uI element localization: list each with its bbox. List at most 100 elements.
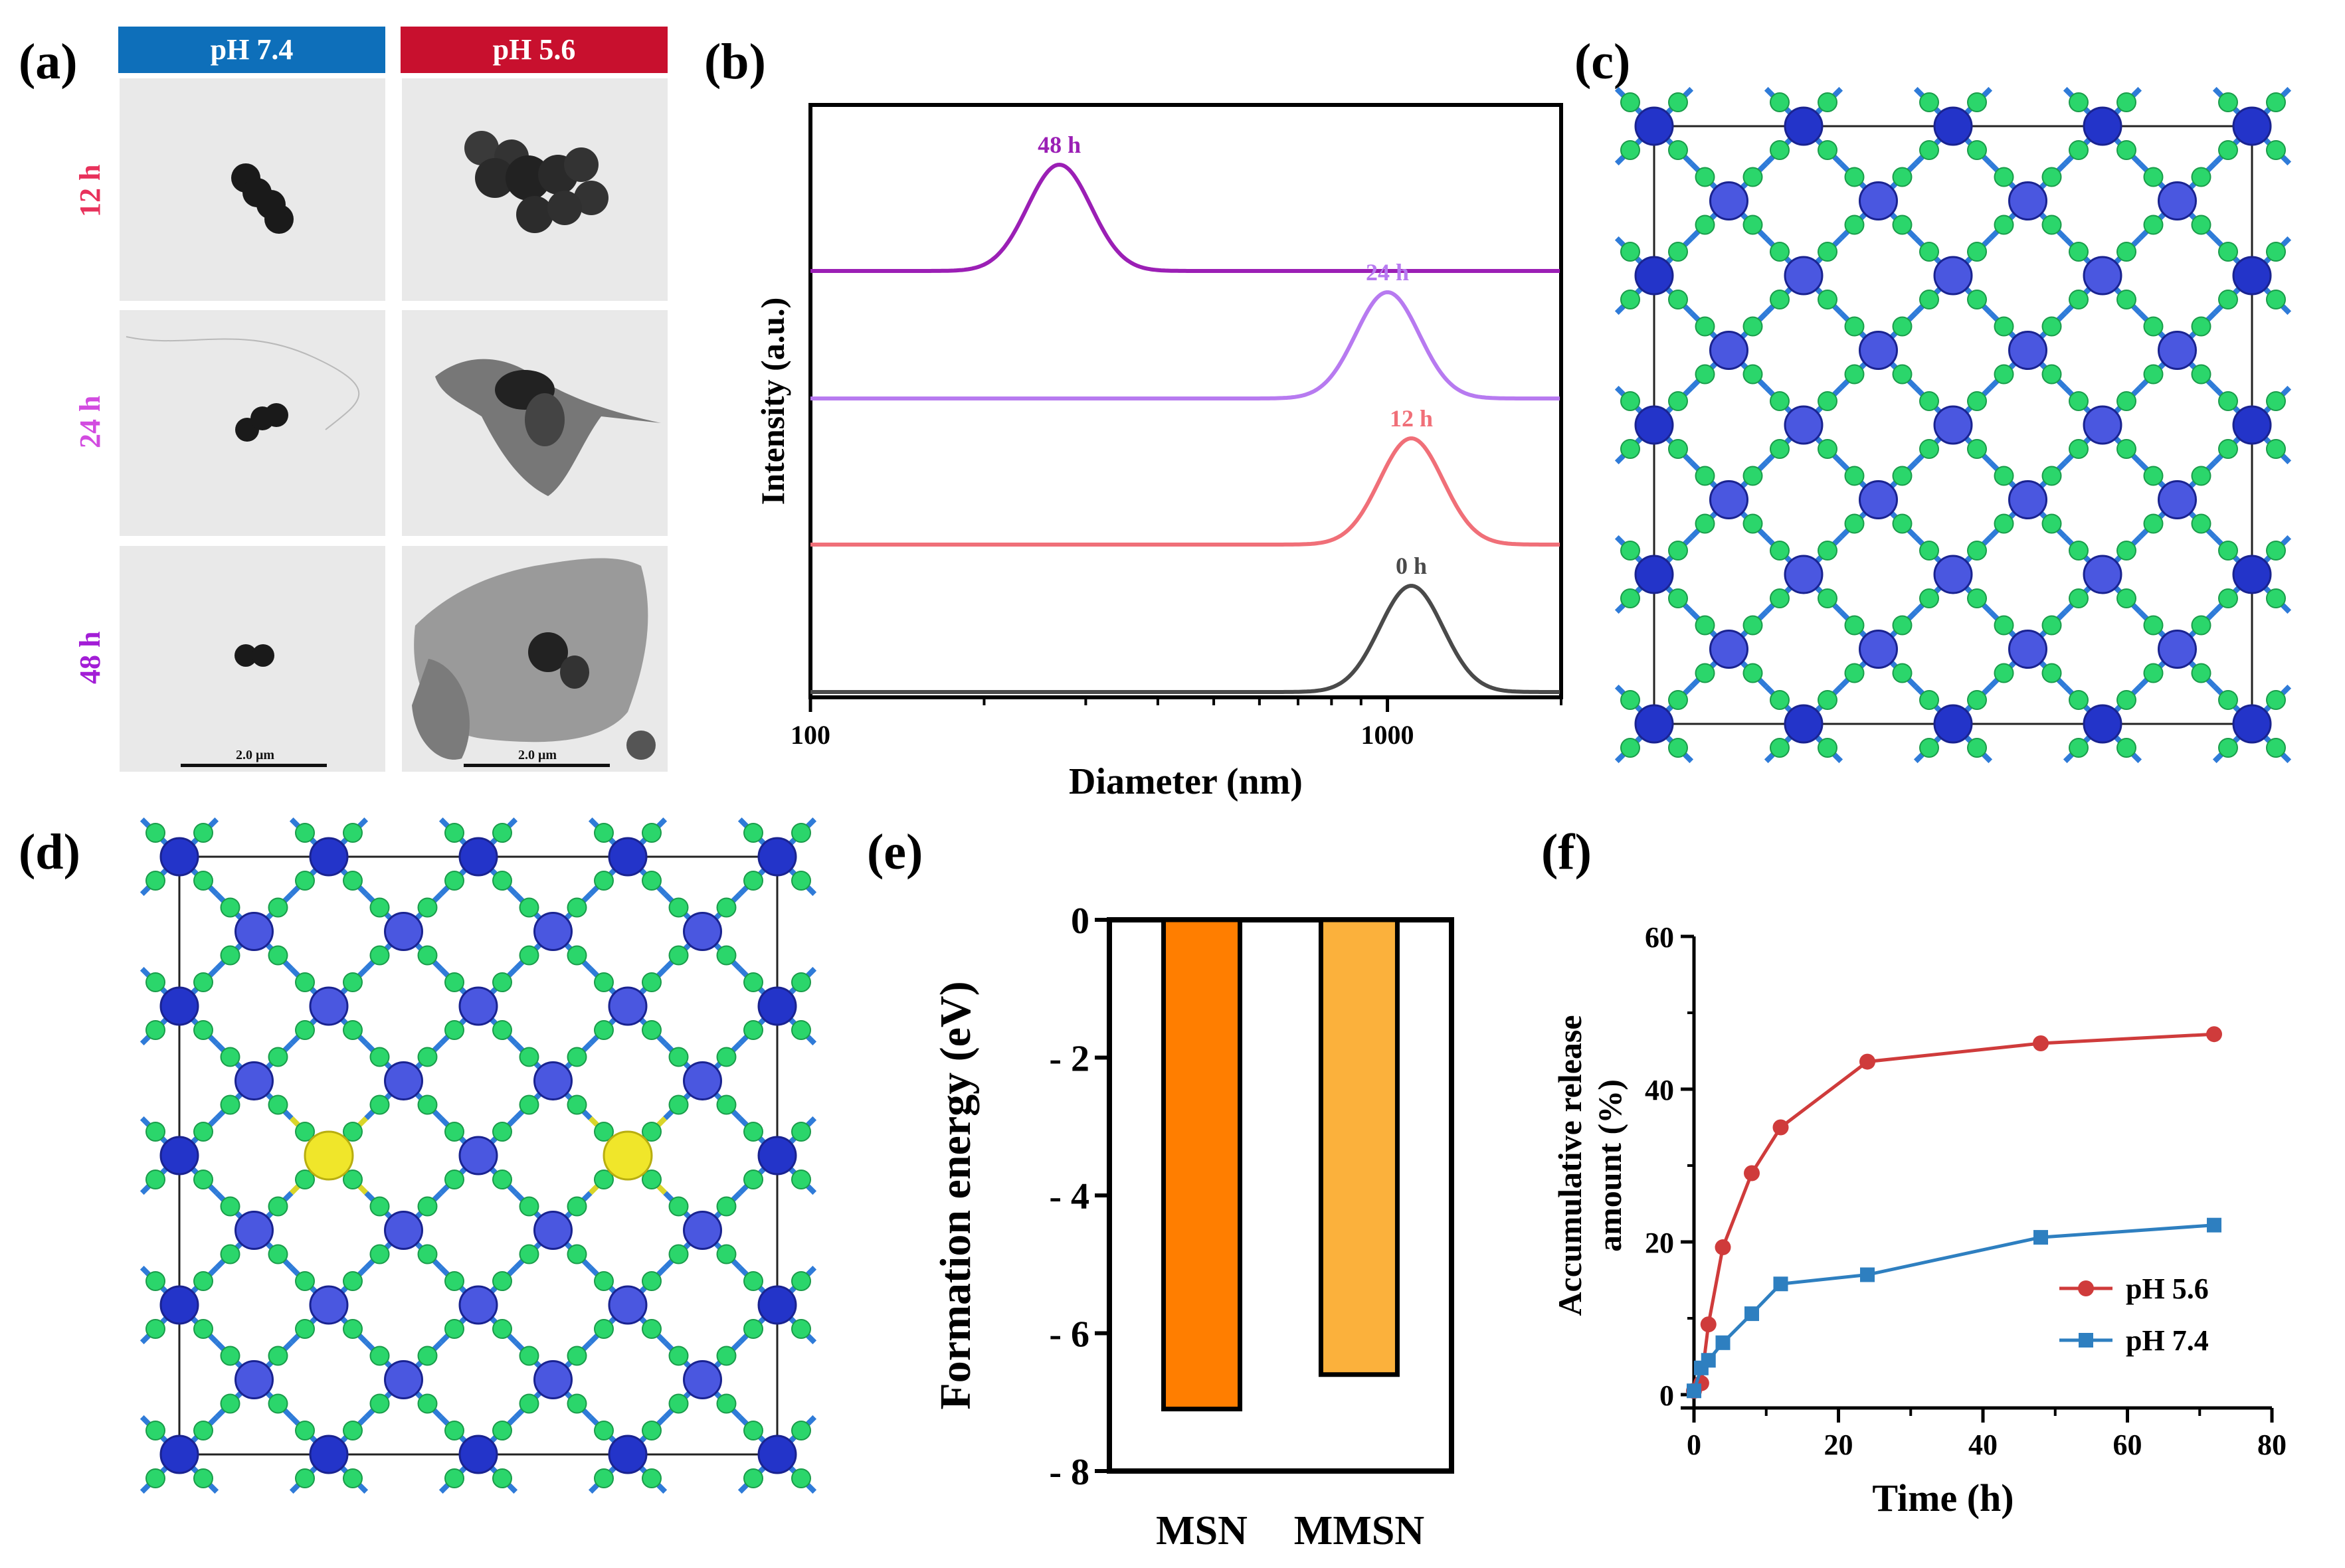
oxygen-atom (343, 1170, 363, 1189)
oxygen-atom (1620, 541, 1640, 561)
oxygen-atom (1620, 391, 1640, 411)
oxygen-atom (145, 1170, 165, 1189)
oxygen-atom (519, 1196, 539, 1217)
oxygen-atom (716, 1047, 737, 1067)
oxygen-atom (1919, 242, 1939, 262)
oxygen-atom (1844, 167, 1865, 187)
data-point (1715, 1335, 1731, 1350)
oxygen-atom (295, 1319, 315, 1339)
oxygen-atom (369, 1196, 390, 1217)
y-axis-label: Intensity (a.u.) (754, 298, 791, 505)
panel-d-label: (d) (19, 824, 80, 880)
silicon-atom (458, 1136, 498, 1176)
oxygen-atom (2191, 167, 2211, 187)
oxygen-atom (268, 1094, 288, 1115)
oxygen-atom (2041, 513, 2062, 534)
silicon-atom (1709, 480, 1748, 519)
oxygen-atom (444, 1020, 464, 1040)
silicon-atom (1859, 181, 1898, 220)
x-tick-label-0: 0 (1687, 1429, 1701, 1461)
oxygen-atom (1892, 663, 1913, 683)
silicon-atom (1933, 256, 1973, 296)
oxygen-atom (716, 1346, 737, 1366)
manganese-atom (603, 1130, 653, 1181)
oxygen-atom (1695, 167, 1715, 187)
y-tick-label-40: 40 (1645, 1074, 1674, 1106)
oxygen-atom (1770, 242, 1790, 262)
oxygen-atom (268, 1196, 288, 1217)
oxygen-atom (1994, 167, 2014, 187)
x-tick-label-100: 100 (791, 720, 830, 750)
oxygen-atom (2116, 541, 2136, 561)
oxygen-atom (343, 972, 363, 992)
oxygen-atom (444, 823, 464, 843)
oxygen-atom (145, 1271, 165, 1291)
silicon-atom (1933, 704, 1973, 744)
oxygen-atom (642, 972, 662, 992)
data-point (1859, 1053, 1875, 1070)
oxygen-atom (268, 897, 288, 918)
oxygen-atom (492, 972, 512, 992)
silicon-atom (1859, 480, 1898, 519)
silicon-atom (384, 1211, 423, 1250)
silicon-atom (2232, 555, 2272, 594)
oxygen-atom (444, 1122, 464, 1142)
oxygen-atom (716, 1393, 737, 1414)
series-line-0-h (810, 584, 1560, 694)
silicon-atom (2083, 704, 2122, 744)
oxygen-atom (1742, 215, 1763, 235)
oxygen-atom (2218, 391, 2238, 411)
oxygen-atom (594, 1468, 614, 1488)
data-point (1715, 1239, 1731, 1256)
oxygen-atom (1892, 466, 1913, 486)
oxygen-atom (1742, 466, 1763, 486)
oxygen-atom (369, 945, 390, 966)
y-axis-label: Formation energy (eV) (931, 981, 980, 1409)
oxygen-atom (519, 1047, 539, 1067)
series-label-12-h: 12 h (1390, 405, 1433, 432)
data-point (2207, 1217, 2221, 1233)
silicon-atom (458, 837, 498, 877)
oxygen-atom (2191, 663, 2211, 683)
panel-f-label: (f) (1541, 824, 1592, 880)
oxygen-atom (1919, 541, 1939, 561)
oxygen-atom (743, 1468, 763, 1488)
oxygen-atom (343, 1421, 363, 1440)
oxygen-atom (417, 1346, 438, 1366)
silicon-atom (608, 1435, 648, 1474)
oxygen-atom (295, 1421, 315, 1440)
oxygen-atom (193, 1170, 213, 1189)
x-tick-label-1000: 1000 (1361, 720, 1414, 750)
y-tick-label-3: - 6 (1049, 1314, 1089, 1355)
bar-MMSN (1318, 917, 1400, 1377)
oxygen-atom (1892, 513, 1913, 534)
oxygen-atom (268, 945, 288, 966)
oxygen-atom (594, 972, 614, 992)
legend-label: pH 5.6 (2126, 1272, 2209, 1305)
silicon-atom (234, 1360, 274, 1399)
oxygen-atom (492, 1271, 512, 1291)
oxygen-atom (1994, 615, 2014, 636)
silicon-atom (234, 1211, 274, 1250)
oxygen-atom (743, 972, 763, 992)
series-label-24-h: 24 h (1366, 259, 1409, 286)
oxygen-atom (1620, 690, 1640, 710)
oxygen-atom (1742, 663, 1763, 683)
oxygen-atom (1668, 738, 1688, 758)
oxygen-atom (2069, 439, 2089, 459)
oxygen-atom (1695, 316, 1715, 337)
oxygen-atom (1668, 242, 1688, 262)
oxygen-atom (444, 1170, 464, 1189)
oxygen-atom (567, 1047, 587, 1067)
tem-image-ph74-48h (120, 546, 385, 772)
bar-MSN (1161, 917, 1243, 1412)
chart-f-release: 0 20 40 60 0 20 40 60 80 pH 5.6 pH 7.4 Time (h) Accu… (1551, 921, 2287, 1520)
oxygen-atom (492, 1468, 512, 1488)
silicon-atom (1933, 555, 1973, 594)
silicon-atom (1634, 405, 1674, 445)
silicon-atom (2158, 480, 2197, 519)
oxygen-atom (668, 945, 689, 966)
oxygen-atom (791, 823, 811, 843)
silicon-atom (1859, 331, 1898, 370)
oxygen-atom (1919, 439, 1939, 459)
